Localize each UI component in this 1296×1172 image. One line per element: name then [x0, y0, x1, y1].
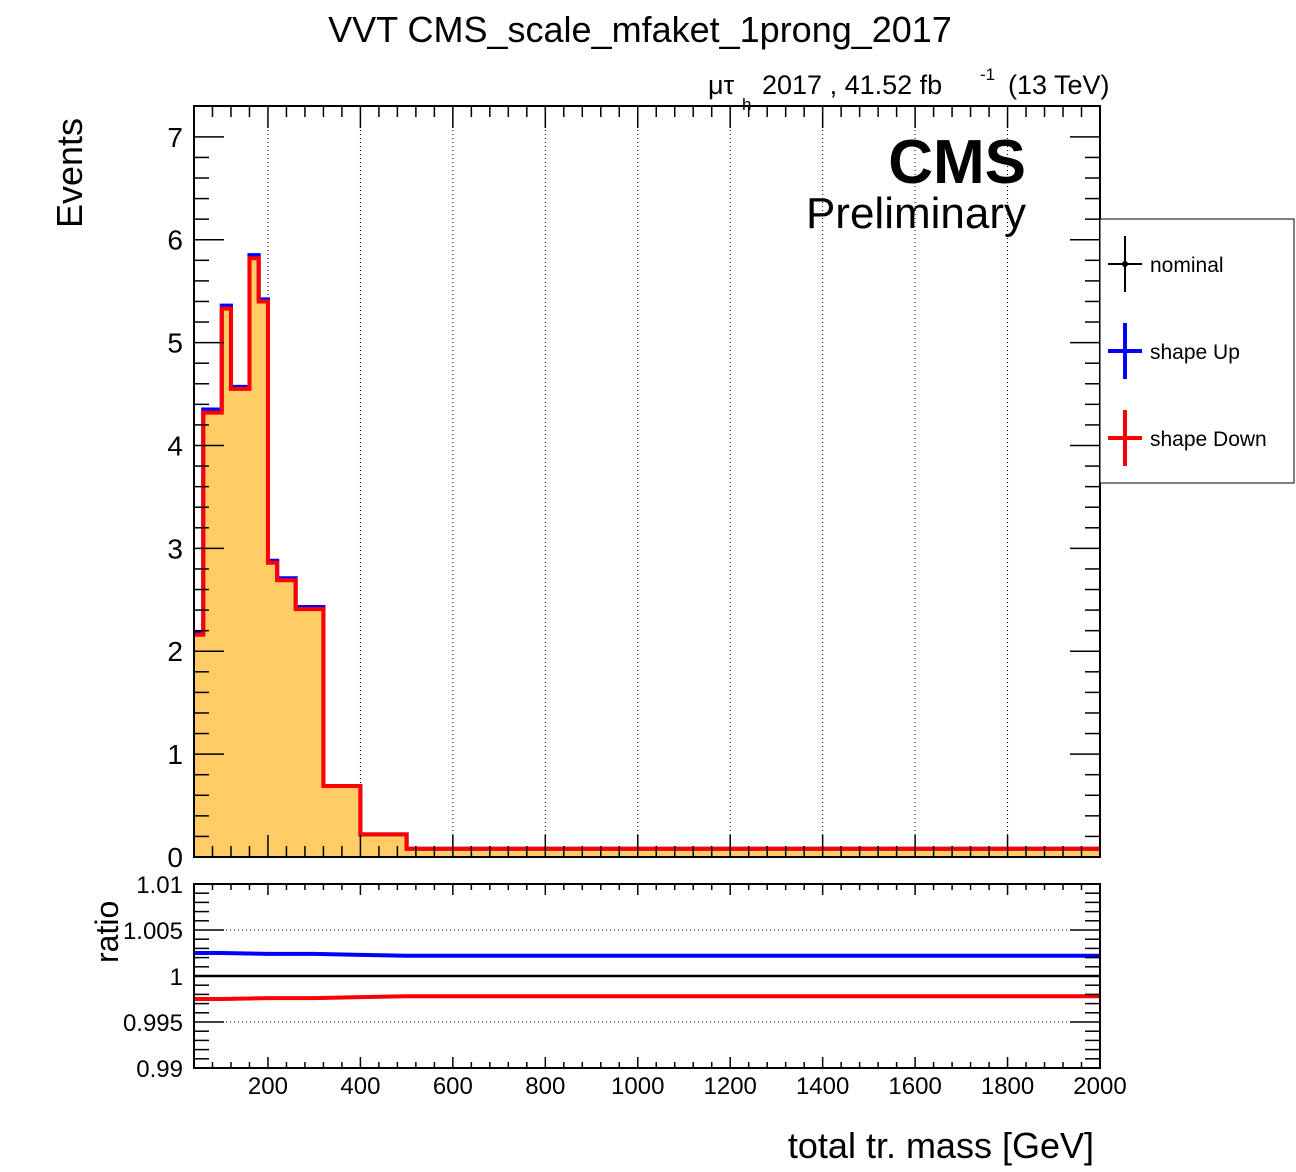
ratio-ticks	[194, 883, 1100, 1069]
legend-label-shape-down: shape Down	[1150, 428, 1267, 451]
ratio-y-tick-labels: 0.99 0.995 1 1.005 1.01	[123, 872, 183, 1083]
y-tick-label: 6	[167, 225, 183, 256]
main-y-tick-labels: 0 1 2 3 4 5 6 7	[167, 122, 183, 873]
legend-label-nominal: nominal	[1150, 254, 1224, 277]
x-tick-label: 200	[248, 1073, 288, 1100]
main-ticks	[194, 106, 1100, 858]
x-tick-labels: 200 400 600 800 1000 1200 1400 1600 1800 2000	[248, 1073, 1127, 1100]
cms-label: CMS	[888, 128, 1026, 197]
x-tick-label: 1600	[888, 1073, 941, 1100]
y-tick-label: 4	[167, 430, 183, 461]
histogram-line-shape-up	[194, 253, 1100, 851]
legend-entry-shape-up: shape Up	[1108, 323, 1240, 379]
histogram-fill-nominal	[194, 257, 1100, 857]
x-tick-label: 600	[433, 1073, 473, 1100]
ratio-line-shape-up	[194, 951, 1100, 958]
x-tick-label: 1000	[611, 1073, 664, 1100]
ratio-lines	[194, 951, 1100, 1001]
luminosity-exponent: -1	[980, 65, 995, 84]
ratio-y-tick-label: 1.005	[123, 918, 183, 945]
x-axis-title: total tr. mass [GeV]	[788, 1125, 1094, 1166]
energy-text: (13 TeV)	[1008, 70, 1110, 100]
legend-label-shape-up: shape Up	[1150, 341, 1240, 364]
chart-title: VVT CMS_scale_mfaket_1prong_2017	[328, 9, 952, 50]
histogram-line-shape-down	[194, 256, 1100, 851]
cms-preliminary-label: Preliminary	[806, 189, 1026, 238]
y-tick-label: 5	[167, 328, 183, 359]
legend-entry-shape-down: shape Down	[1108, 410, 1267, 466]
y-tick-label: 0	[167, 842, 183, 873]
ratio-y-tick-label: 1	[170, 964, 183, 991]
x-tick-label: 800	[525, 1073, 565, 1100]
channel-subscript: h	[742, 95, 751, 114]
y-tick-label: 2	[167, 636, 183, 667]
ratio-y-tick-label: 0.99	[136, 1056, 183, 1083]
legend: nominal shape Up shape Down	[1099, 218, 1295, 484]
ratio-y-tick-label: 0.995	[123, 1010, 183, 1037]
ratio-y-axis-title: ratio	[89, 901, 125, 963]
y-axis-title: Events	[49, 118, 90, 228]
ratio-y-tick-label: 1.01	[136, 872, 183, 899]
x-tick-label: 2000	[1073, 1073, 1126, 1100]
x-tick-label: 1800	[981, 1073, 1034, 1100]
y-tick-label: 1	[167, 739, 183, 770]
x-tick-label: 400	[340, 1073, 380, 1100]
ratio-line-shape-down	[194, 994, 1100, 1001]
x-tick-label: 1400	[796, 1073, 849, 1100]
main-histogram	[194, 253, 1100, 857]
x-tick-label: 1200	[704, 1073, 757, 1100]
legend-entry-nominal: nominal	[1108, 236, 1224, 292]
channel-label: μτ	[708, 70, 735, 100]
y-tick-label: 7	[167, 122, 183, 153]
lumi-label: μτ h 2017 , 41.52 fb -1 (13 TeV)	[708, 65, 1110, 114]
y-tick-label: 3	[167, 533, 183, 564]
luminosity-text: 2017 , 41.52 fb	[762, 70, 942, 100]
